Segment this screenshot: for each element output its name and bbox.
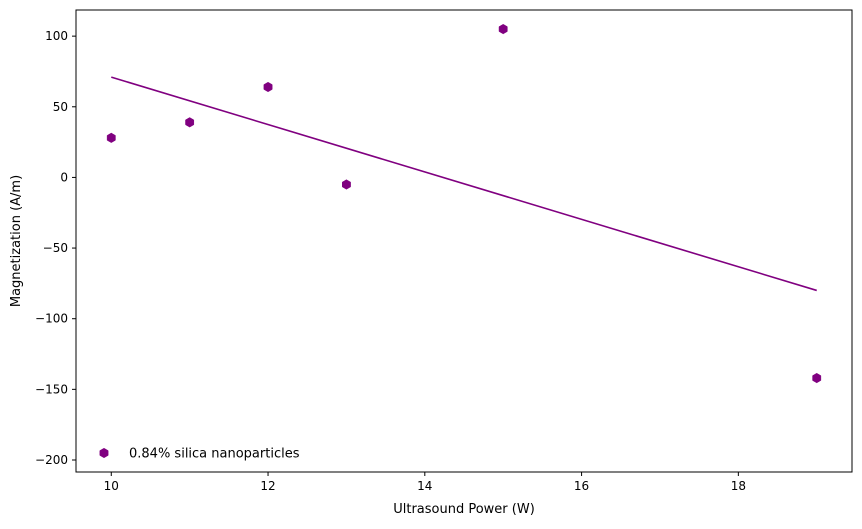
y-tick-label: −150: [35, 382, 68, 396]
x-tick-label: 18: [731, 479, 746, 493]
y-tick-label: 0: [60, 170, 68, 184]
data-point: [106, 132, 116, 143]
data-point: [812, 372, 822, 384]
x-tick-label: 14: [417, 479, 432, 493]
y-tick-label: −200: [35, 453, 68, 467]
trend-line: [111, 76, 817, 292]
x-tick-label: 10: [104, 479, 119, 493]
legend-marker: [99, 447, 109, 459]
y-tick-label: −50: [43, 241, 68, 255]
legend: 0.84% silica nanoparticles: [99, 447, 300, 462]
legend-label: 0.84% silica nanoparticles: [129, 447, 300, 462]
data-point: [498, 23, 508, 35]
data-point: [342, 179, 351, 190]
axes: 10 12 14 16 18 −200 −150 −100 −50 0 50 100: [35, 9, 853, 493]
x-axis-label: Ultrasound Power (W): [393, 502, 535, 517]
y-tick-label: −100: [35, 312, 68, 326]
y-tick-label: 50: [53, 100, 68, 114]
x-tick-label: 12: [260, 479, 275, 493]
y-axis-label: Magnetization (A/m): [9, 175, 24, 307]
y-tick-label: 100: [45, 29, 68, 43]
plot-frame: [75, 9, 853, 473]
x-tick-label: 16: [574, 479, 589, 493]
data-point: [263, 81, 273, 93]
plot-marks: [106, 23, 822, 384]
data-point: [185, 117, 195, 128]
